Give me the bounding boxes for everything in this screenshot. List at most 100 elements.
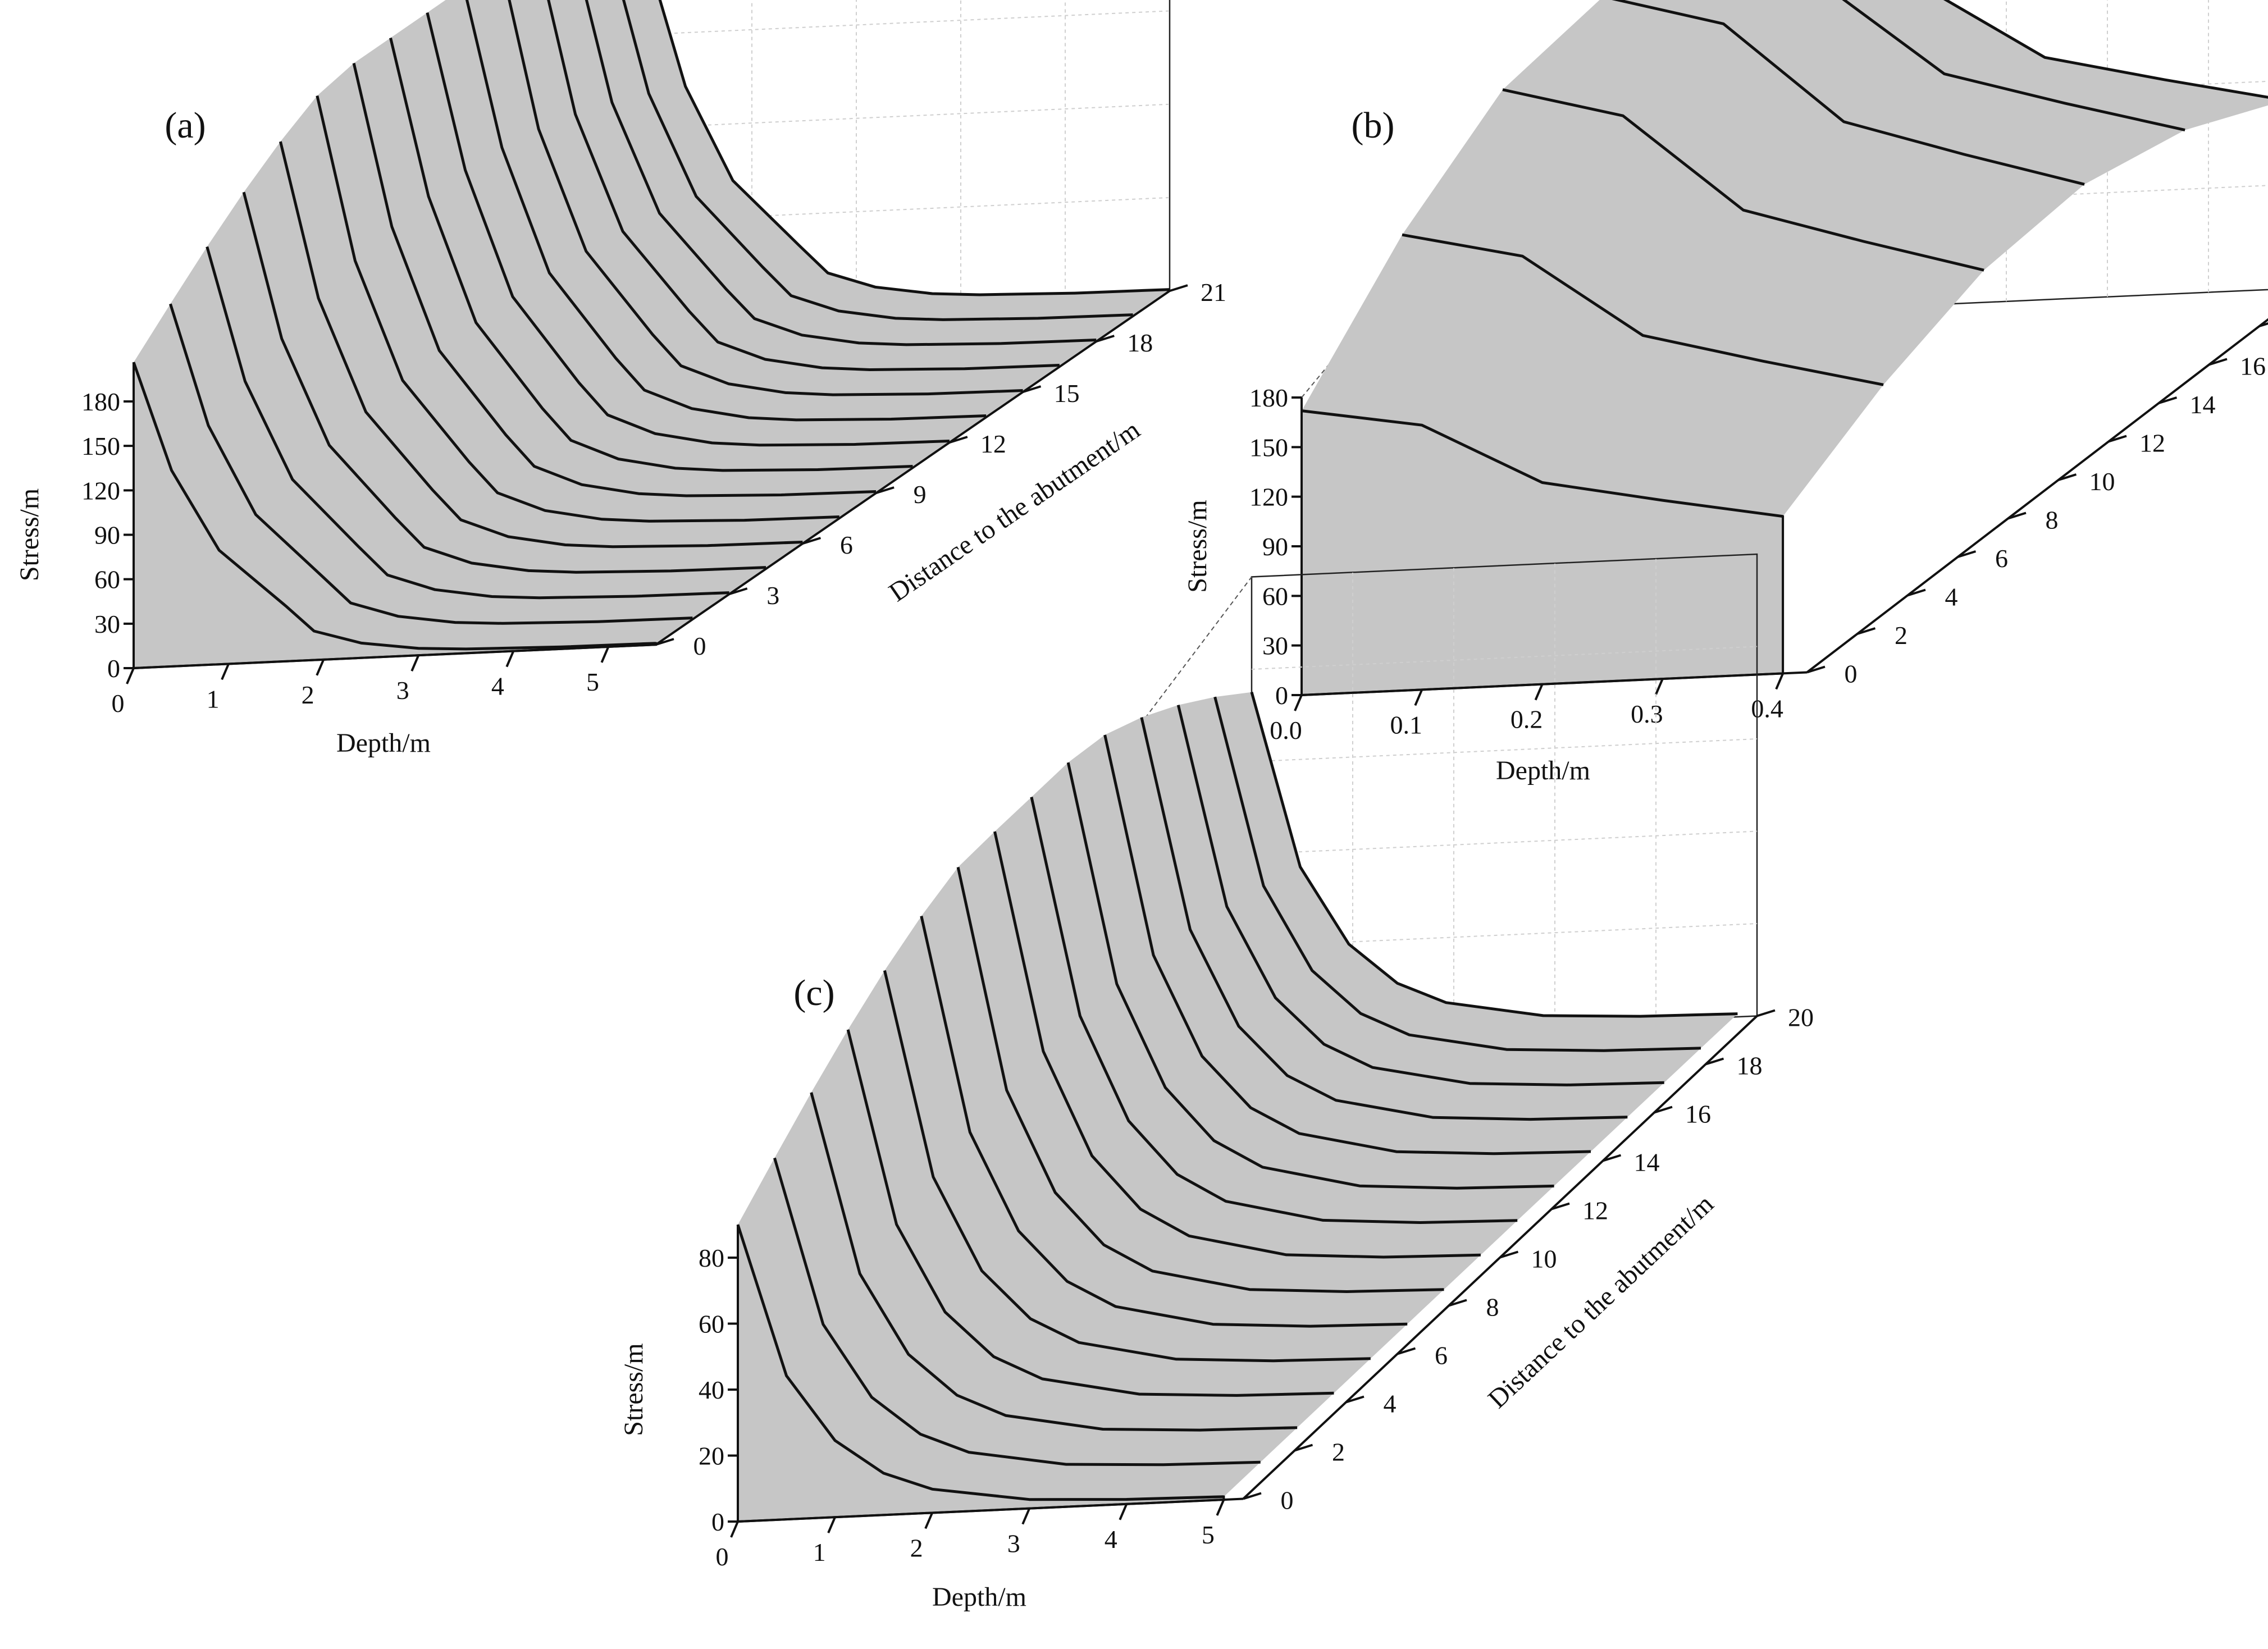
z-tick-label: 8 — [1486, 1293, 1499, 1322]
z-tick-mark — [1856, 627, 1876, 635]
distance-curve — [1502, 88, 1984, 272]
back-gridline — [647, 10, 1170, 35]
z-tick-label: 12 — [980, 430, 1006, 458]
x-axis — [737, 1497, 1244, 1523]
x-tick-label: 3 — [1007, 1529, 1020, 1558]
z-tick-mark — [802, 537, 822, 545]
z-tick-mark — [1705, 1057, 1724, 1066]
x-tick-mark — [1216, 1499, 1225, 1516]
panel-2: 0 1 2 3 4 502040608002468101214161820Depth/mS… — [619, 553, 1814, 1612]
z-tick-label: 6 — [840, 531, 853, 559]
x-tick-label: 5 — [1202, 1520, 1215, 1549]
z-tick-label: 0 — [1845, 660, 1858, 688]
distance-curve — [622, 0, 1133, 321]
distance-curve — [279, 141, 803, 549]
z-tick-mark — [949, 436, 968, 444]
x-tick-label: 0.2 — [1511, 705, 1543, 734]
y-tick-label: 150 — [81, 432, 120, 460]
z-tick-mark — [1448, 1299, 1467, 1307]
x-tick-label: 3 — [396, 676, 409, 705]
y-axis-title: Stress/m — [619, 1343, 649, 1436]
x-tick-mark — [505, 650, 515, 668]
z-tick-label: 16 — [2240, 352, 2266, 381]
distance-curve — [585, 0, 1097, 346]
y-tick-label: 150 — [1249, 433, 1288, 462]
x-tick-mark — [126, 668, 135, 684]
z-tick-label: 18 — [1737, 1052, 1763, 1080]
distance-curve — [132, 362, 656, 651]
distance-curve — [993, 831, 1481, 1259]
z-tick-mark — [1096, 335, 1115, 343]
distance-curve — [1612, 0, 2085, 186]
z-tick-label: 18 — [1127, 328, 1153, 357]
x-tick-label: 0 — [716, 1542, 729, 1571]
distance-curve — [658, 0, 1170, 296]
x-tick-mark — [924, 1512, 933, 1529]
distance-curve — [883, 970, 1371, 1363]
z-tick-label: 3 — [766, 581, 779, 610]
z-tick-label: 4 — [1945, 583, 1958, 611]
distance-curve — [242, 191, 766, 574]
z-tick-mark — [655, 638, 674, 646]
z-tick-label: 12 — [2139, 429, 2165, 458]
z-tick-label: 14 — [1634, 1148, 1660, 1177]
z-tick-mark — [1654, 1106, 1673, 1114]
y-axis-title: Stress/m — [15, 488, 44, 581]
x-tick-label: 1 — [813, 1538, 826, 1566]
surface-top — [1302, 0, 2268, 517]
distance-curve — [426, 12, 950, 447]
z-tick-label: 10 — [1531, 1245, 1557, 1273]
z-tick-mark — [1551, 1202, 1570, 1211]
z-tick-mark — [1243, 1492, 1262, 1500]
x-tick-mark — [1119, 1504, 1128, 1520]
distance-curve — [1140, 717, 1628, 1121]
z-tick-mark — [2007, 511, 2027, 520]
x-tick-label: 2 — [910, 1533, 923, 1562]
x-tick-label: 0.3 — [1631, 700, 1663, 728]
panel-label: (b) — [1352, 105, 1395, 146]
z-tick-label: 4 — [1384, 1390, 1397, 1418]
z-tick-mark — [1907, 588, 1926, 597]
distance-curve — [389, 37, 913, 472]
x-tick-mark — [410, 655, 420, 672]
z-tick-label: 2 — [1895, 621, 1908, 650]
z-tick-label: 15 — [1054, 379, 1080, 408]
z-tick-mark — [2208, 358, 2228, 366]
z-tick-mark — [2108, 435, 2127, 443]
distance-curve — [1030, 797, 1518, 1224]
x-tick-mark — [827, 1516, 836, 1533]
x-tick-mark — [1534, 683, 1544, 701]
distance-curve — [1301, 409, 1783, 518]
y-tick-label: 180 — [81, 387, 120, 416]
y-tick-label: 0 — [1275, 681, 1288, 710]
y-tick-label: 60 — [699, 1310, 724, 1339]
z-tick-label: 0 — [693, 632, 706, 660]
x-tick-label: 0.1 — [1390, 710, 1423, 739]
distance-curve — [846, 1029, 1334, 1397]
y-tick-label: 180 — [1249, 383, 1288, 412]
x-tick-mark — [1775, 673, 1784, 690]
y-tick-label: 0 — [107, 654, 120, 683]
y-tick-label: 120 — [1249, 483, 1288, 511]
z-tick-label: 12 — [1582, 1196, 1608, 1225]
x-axis-title: Depth/m — [1496, 756, 1590, 785]
x-axis — [1301, 671, 1808, 696]
panel-0: 0 1 2 3 4 50306090120150180036912151821Depth/… — [15, 0, 1226, 758]
distance-curve — [1213, 696, 1701, 1052]
x-tick-label: 4 — [491, 672, 504, 701]
z-tick-mark — [1756, 1009, 1776, 1017]
surface-top — [134, 0, 1170, 649]
distance-curve — [1842, 0, 2185, 132]
z-tick-mark — [875, 486, 895, 495]
back-wall — [1803, 0, 2268, 312]
distance-curve — [352, 62, 877, 497]
z-tick-label: 20 — [1788, 1003, 1814, 1032]
z-tick-mark — [1806, 665, 1826, 674]
z-tick-mark — [1294, 1444, 1313, 1452]
y-axis-title: Stress/m — [1183, 500, 1212, 592]
y-tick-label: 30 — [1262, 632, 1288, 660]
x-tick-mark — [1414, 689, 1423, 706]
z-tick-mark — [1345, 1395, 1365, 1404]
y-tick-label: 60 — [1262, 582, 1288, 610]
distance-curve — [1066, 762, 1554, 1190]
